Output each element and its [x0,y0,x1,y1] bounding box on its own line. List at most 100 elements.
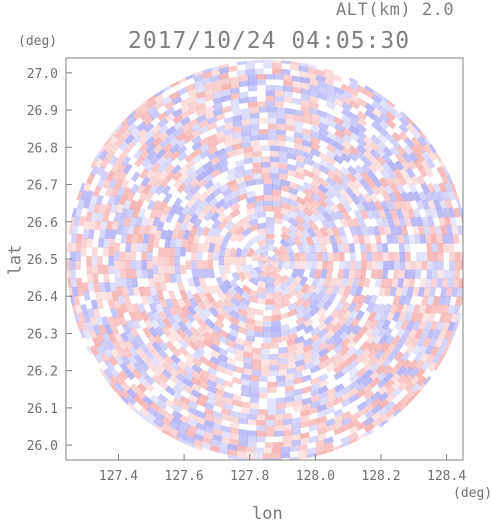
radar-cell [131,207,141,219]
radar-cell [380,278,388,289]
radar-cell [291,433,302,441]
radar-cell [210,330,222,341]
radar-cell [159,177,170,188]
radar-cell [362,362,373,373]
radar-cell [376,269,383,280]
radar-cell [108,255,114,266]
radar-cell [206,121,218,131]
radar-cell [119,115,130,126]
radar-cell [179,264,187,275]
radar-cell [337,195,348,206]
radar-cell [274,74,284,80]
radar-cell [171,346,182,358]
radar-cell [371,120,382,131]
radar-cell [274,90,284,97]
radar-cell [383,225,392,236]
radar-cell [286,338,297,347]
radar-cell [71,286,79,297]
radar-cell [176,431,188,441]
radar-cell [311,166,322,177]
radar-cell [110,324,120,335]
radar-cell [346,277,354,289]
radar-cell [288,260,296,271]
radar-cell [97,255,103,266]
radar-cell [127,122,138,134]
radar-cell [325,285,335,296]
radar-cell [361,225,369,236]
radar-cell [247,79,258,86]
radar-cell [104,203,113,214]
radar-cell [389,146,400,157]
radar-cell [326,387,337,397]
radar-cell [232,109,243,117]
radar-cell [249,270,260,280]
radar-cell [146,406,158,417]
radar-cell [404,373,415,385]
radar-cell [237,308,248,318]
radar-cell [293,377,304,385]
radar-cell [267,260,272,267]
radar-cell [347,353,358,364]
radar-cell [341,416,352,426]
radar-cell [287,288,299,299]
radar-cell [324,322,335,333]
radar-cell [377,133,388,144]
radar-cell [346,180,357,191]
radar-cell [155,184,165,196]
radar-cell [356,110,368,121]
radar-cell [243,157,254,165]
radar-cell [391,234,399,245]
radar-cell [169,150,181,161]
radar-cell [168,91,180,101]
radar-cell [410,375,421,386]
radar-cell [419,278,427,289]
radar-cell [397,278,405,289]
radar-cell [162,318,173,329]
radar-cell [179,395,191,406]
radar-cell [162,204,172,216]
radar-cell [378,334,389,346]
radar-cell [247,101,258,109]
radar-cell [405,344,416,355]
radar-cell [195,108,207,118]
radar-cell [325,112,336,122]
radar-cell [334,123,346,133]
radar-cell [332,337,344,348]
radar-cell [265,276,275,283]
radar-cell [232,120,243,128]
radar-cell [126,331,136,343]
radar-cell [156,220,165,232]
radar-cell [248,289,259,298]
radar-cell [380,169,391,180]
radar-cell [187,412,198,422]
radar-cell [381,269,389,280]
radar-cell [454,251,461,262]
radar-cell [348,125,360,135]
radar-cell [153,238,160,249]
radar-cell [317,92,328,101]
radar-cell [209,439,221,447]
radar-cell [185,221,195,232]
radar-cell [430,278,438,289]
radar-cell [201,77,213,86]
radar-cell [276,402,286,410]
radar-cell [98,229,106,240]
radar-cell [195,90,207,100]
radar-cell [260,370,270,377]
radar-cell [372,177,383,188]
radar-cell [339,330,350,342]
radar-cell [249,397,260,404]
radar-cell [96,299,104,310]
radar-cell [203,401,215,411]
radar-cell [149,302,158,314]
radar-cell [272,62,282,69]
radar-cell [223,139,235,148]
radar-cell [89,194,99,206]
radar-cell [340,359,352,369]
radar-cell [235,247,243,258]
radar-cell [109,282,117,293]
radar-cell [412,303,421,315]
radar-cell [119,362,130,374]
radar-cell [349,380,360,390]
radar-cell [238,80,249,88]
